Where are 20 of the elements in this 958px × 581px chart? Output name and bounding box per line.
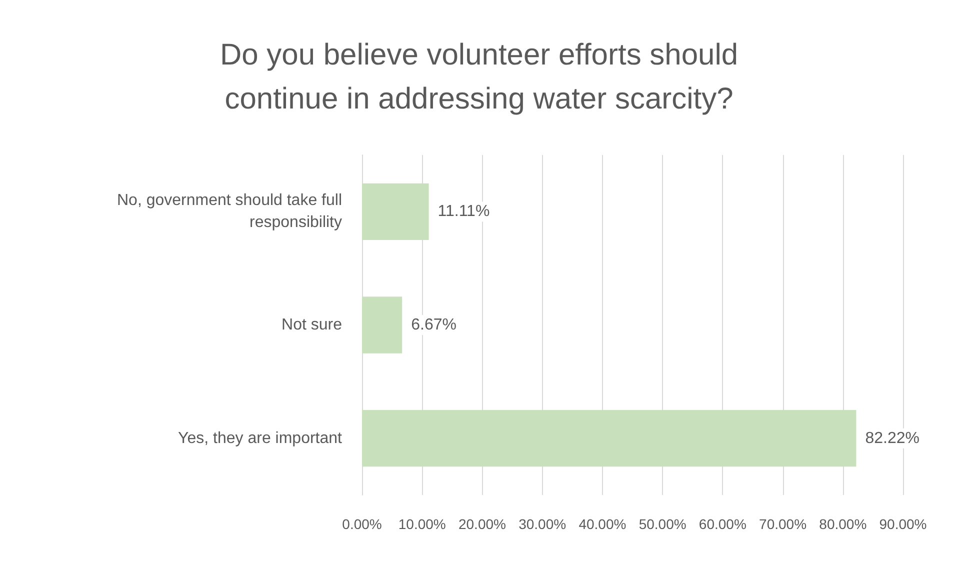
x-tick-label: 50.00% <box>638 516 686 532</box>
bar <box>362 296 402 354</box>
x-tick-label: 90.00% <box>879 516 927 532</box>
x-tick-label: 70.00% <box>759 516 807 532</box>
data-label: 82.22% <box>865 430 920 447</box>
bar <box>362 183 429 240</box>
chart-title: Do you believe volunteer efforts should continue in addressing water scarcity? <box>220 38 738 116</box>
x-tick-label: 30.00% <box>518 516 566 532</box>
x-tick-label: 40.00% <box>578 516 626 532</box>
x-tick-label: 20.00% <box>458 516 506 532</box>
x-tick-label: 60.00% <box>698 516 746 532</box>
data-label: 6.67% <box>411 316 456 334</box>
x-tick-label: 80.00% <box>819 516 867 532</box>
y-tick-label: Yes, they are important <box>178 430 343 447</box>
x-tick-label: 0.00% <box>342 516 382 532</box>
x-tick-label: 10.00% <box>398 516 446 532</box>
y-tick-label: Not sure <box>282 316 342 334</box>
y-tick-label: No, government should take full responsibility <box>116 192 342 232</box>
bar <box>362 410 856 467</box>
data-label: 11.11% <box>438 203 490 220</box>
